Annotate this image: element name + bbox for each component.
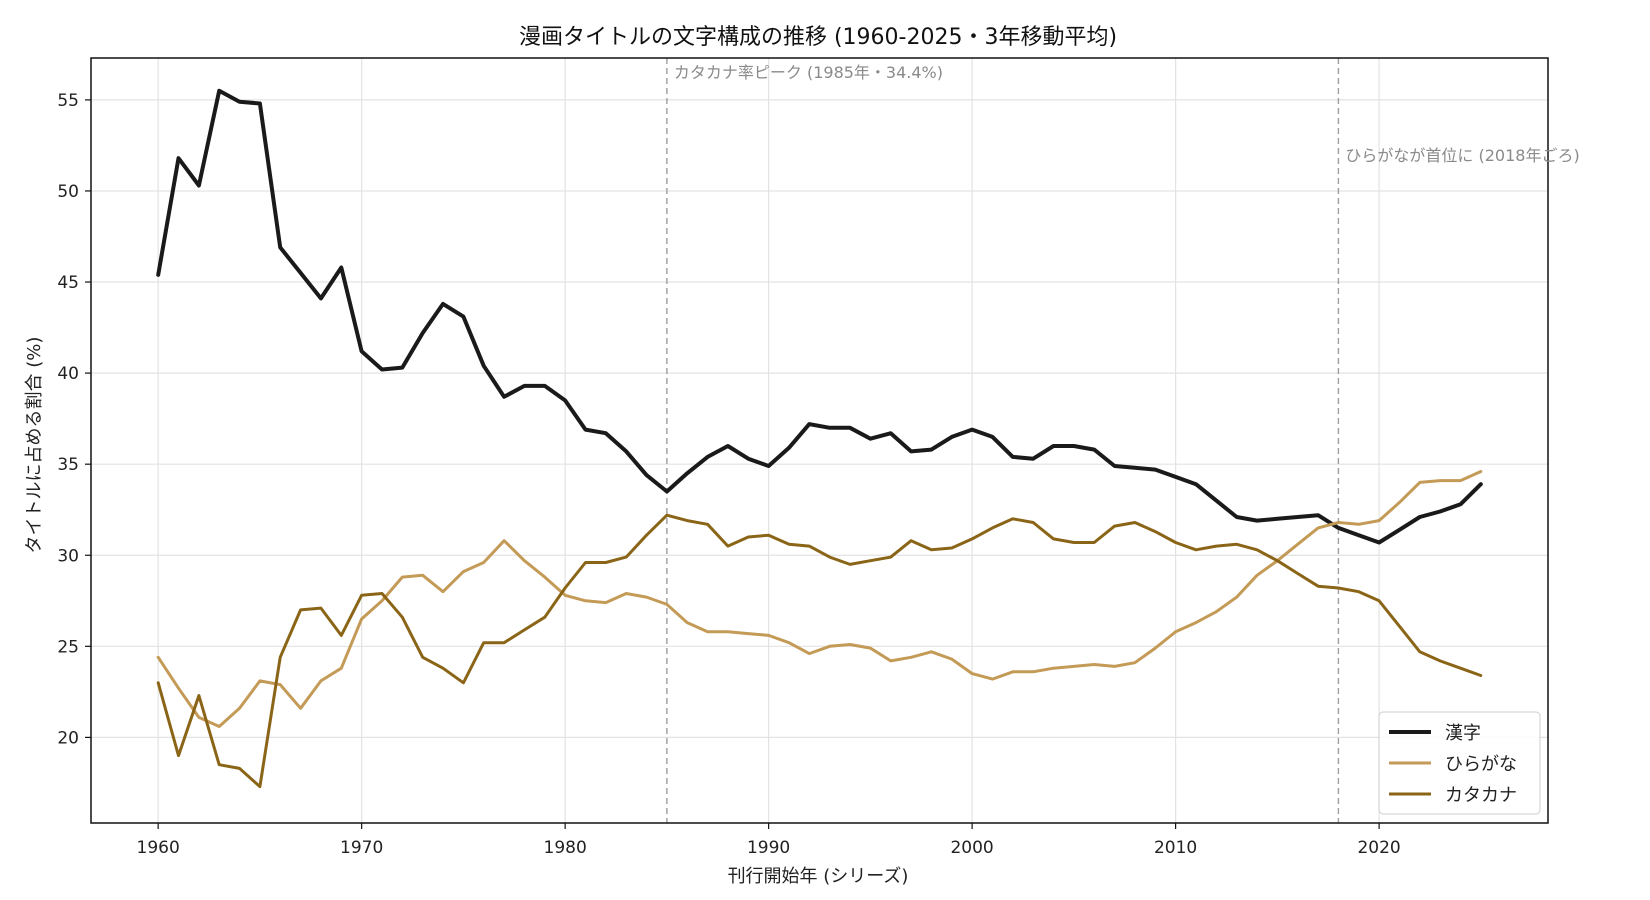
x-tick-label: 1960 bbox=[137, 838, 180, 858]
y-tick-label: 35 bbox=[57, 455, 79, 475]
x-tick-label: 1980 bbox=[544, 838, 587, 858]
legend-label: 漢字 bbox=[1445, 723, 1481, 744]
y-tick-label: 20 bbox=[57, 728, 79, 748]
x-axis-label: 刊行開始年 (シリーズ) bbox=[728, 866, 909, 887]
y-tick-label: 55 bbox=[57, 91, 79, 111]
x-tick-label: 1990 bbox=[747, 838, 790, 858]
y-tick-label: 40 bbox=[57, 364, 79, 384]
annotation-label: カタカナ率ピーク (1985年・34.4%) bbox=[674, 63, 943, 82]
x-tick-label: 2000 bbox=[950, 838, 993, 858]
x-tick-label: 1970 bbox=[340, 838, 383, 858]
y-axis-ticks: 20 25 30 35 40 45 50 55 bbox=[57, 91, 91, 748]
legend-label: ひらがな bbox=[1445, 754, 1517, 775]
legend-label: カタカナ bbox=[1445, 785, 1517, 806]
annotations: カタカナ率ピーク (1985年・34.4%) ひらがなが首位に (2018年ごろ) bbox=[674, 63, 1580, 165]
y-tick-label: 45 bbox=[57, 273, 79, 293]
annotation-label: ひらがなが首位に (2018年ごろ) bbox=[1345, 146, 1579, 165]
y-tick-label: 25 bbox=[57, 637, 79, 657]
series-line bbox=[156, 513, 1483, 789]
plot-frame bbox=[90, 57, 1549, 824]
x-axis-ticks: 1960 1970 1980 1990 2000 2010 2020 bbox=[137, 823, 1401, 858]
y-tick-label: 30 bbox=[57, 546, 79, 566]
annotation-lines bbox=[666, 58, 1340, 823]
chart-title: 漫画タイトルの文字構成の推移 (1960-2025・3年移動平均) bbox=[519, 25, 1117, 50]
y-tick-label: 50 bbox=[57, 182, 79, 202]
grid-lines bbox=[91, 58, 1548, 823]
series-line bbox=[156, 88, 1483, 545]
series-line bbox=[156, 470, 1483, 728]
legend-box bbox=[1378, 711, 1541, 815]
x-tick-label: 2020 bbox=[1357, 838, 1400, 858]
series-layer bbox=[156, 88, 1483, 789]
x-tick-label: 2010 bbox=[1154, 838, 1197, 858]
y-axis-label: タイトルに占める割合 (%) bbox=[24, 337, 45, 554]
